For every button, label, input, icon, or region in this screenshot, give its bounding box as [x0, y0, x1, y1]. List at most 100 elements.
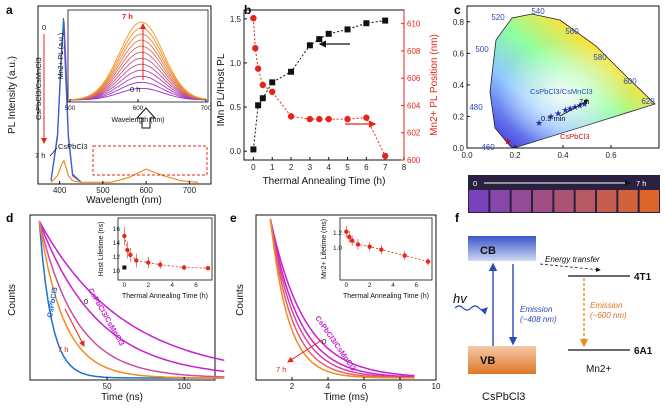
mn-emission-wavelength: (~600 nm): [590, 311, 627, 320]
inset-e-ylabel: Mn2+ Lifetime (ms): [321, 219, 328, 279]
inset-e-xlabel: Thermal Annealing Time (h): [343, 293, 429, 300]
inset-e-marks: 0 2 4 6 1.0 1.2: [333, 225, 431, 289]
inset-a-curve-8: [69, 39, 207, 101]
inset-d-point-4: [146, 260, 151, 265]
e-xtick-label-6: 6: [362, 382, 367, 391]
b-point-ratio-10: [382, 17, 389, 24]
inset-d-point-0: [122, 233, 127, 239]
b-xtick-label-3: 3: [308, 163, 313, 172]
e-decay-4: [269, 218, 415, 379]
panel-label-c: c: [454, 3, 461, 17]
photon-wave-icon: [454, 305, 488, 315]
b-xtick-label-2: 2: [289, 163, 294, 172]
inset-d-ytick-label-12: 12: [113, 254, 121, 261]
b-xtick-label-0: 0: [251, 163, 256, 172]
d-decay-3: [38, 220, 225, 378]
b-point-ratio-4: [288, 68, 295, 75]
cie-label-05min: 0.5 min: [541, 114, 566, 123]
c-ytick-label-0.4: 0.4: [453, 81, 465, 90]
b-xtick-label-7: 7: [383, 163, 388, 172]
inset-d-point-2: [128, 252, 133, 258]
inset-d-xtick-label-2: 2: [146, 282, 150, 289]
panel-e-time-arrow: [287, 339, 323, 363]
xtick-label-500: 500: [96, 186, 110, 195]
inset-e-point-3: [355, 242, 361, 247]
inset-a-curve-3: [69, 69, 207, 101]
c-xtick-label-0.6: 0.6: [605, 151, 617, 160]
mn-label: Mn2+: [586, 364, 611, 375]
b-xtick-label-5: 5: [345, 163, 350, 172]
t1-label: 4T1: [634, 272, 652, 283]
panel-label-a: a: [6, 3, 13, 17]
panel-a-cspbcl3-label: CsPbCl3: [58, 142, 88, 151]
panel-b-xlabel: Thermal Annealing Time (h): [263, 176, 386, 187]
inset-e-point-4: [367, 244, 372, 249]
panel-a-zoom-box: [92, 145, 208, 176]
b-ytick-right-label-608: 608: [407, 47, 421, 56]
c-xtick-label-0.2: 0.2: [509, 151, 521, 160]
panel-d-label-0: 0: [84, 297, 88, 306]
b-point-position-2: [254, 65, 262, 72]
b-xtick-label-4: 4: [326, 163, 331, 172]
b-point-position-11: [381, 152, 389, 160]
mn-emission-label: Emission: [590, 301, 623, 310]
photo-strip: 0 7 h: [468, 175, 660, 213]
d-decay-1: [38, 220, 225, 362]
panel-b-ylabel-right: Mn2+ PL Position (nm): [429, 34, 440, 136]
inset-d-point-1: [125, 247, 130, 253]
panel-b-marks: [250, 14, 389, 160]
inset-d-xtick-label-0: 0: [123, 282, 127, 289]
host-emission-label: Emission: [520, 305, 553, 314]
b-ytick-right-label-600: 600: [407, 156, 421, 165]
inset-a-curve-1: [70, 81, 207, 101]
b-point-ratio-9: [363, 20, 370, 27]
panel-e-xlabel: Time (ms): [324, 392, 369, 403]
panel-a-label-7h: 7 h: [35, 151, 45, 160]
inset-e-xtick-label-0: 0: [345, 282, 349, 289]
panel-d: d 50 100 Time (ns) Counts CsPbCl3 CsPbCl3…: [6, 211, 225, 403]
inset-a-curve-11: [69, 21, 207, 101]
cie-wl-540: 540: [531, 7, 545, 16]
inset-d-xlabel: Thermal Annealing Time (h): [122, 293, 208, 300]
inset-d-point-cspbcl3: [122, 265, 127, 270]
b-point-ratio-0: [250, 146, 257, 153]
panel-b-ylabel-left: IMn PL/IHost PL: [216, 53, 227, 126]
d-decay-2: [38, 220, 225, 373]
b-point-ratio-5: [306, 42, 313, 49]
inset-e-frame: [339, 217, 433, 281]
photo-sample-8: [639, 190, 659, 212]
cie-wl-480: 480: [469, 103, 483, 112]
photo-sample-5: [575, 190, 595, 212]
series-line-2: [50, 159, 199, 183]
panel-c-ticks: 0.0 0.2 0.4 0.6 0.0 0.2 0.4 0.6 0.8: [453, 18, 617, 160]
b-point-position-8: [325, 115, 332, 123]
inset-a-ylabel: Mn2+ PL (a.u.): [58, 33, 65, 79]
xtick-label-400: 400: [53, 186, 67, 195]
inset-a-curve-0: [70, 87, 207, 101]
b-point-ratio-3: [269, 79, 276, 86]
cie-white-overlay: [490, 14, 655, 148]
panel-d-xlabel: Time (ns): [101, 392, 143, 403]
vb-band: [468, 346, 536, 374]
photo-strip-label-0: 0: [473, 179, 477, 188]
panel-e-inset: 0 2 4 6 1.0 1.2 Thermal Annealing Time (h) Mn…: [321, 217, 433, 300]
cie-point-2: ★: [554, 108, 562, 118]
vb-label: VB: [480, 355, 495, 367]
inset-e-ytick-label-1.2: 1.2: [333, 230, 342, 237]
b-ytick-right-label-602: 602: [407, 129, 421, 138]
e-decay-1: [269, 218, 415, 378]
panel-d-time-arrow: [64, 308, 85, 347]
panel-e-xticks: 2 4 6 8 10: [290, 377, 441, 391]
inset-d-ytick-label-10: 10: [113, 268, 121, 275]
b-ytick-left-label-1: 1.0: [230, 59, 242, 68]
inset-a-xtick-label-700: 700: [201, 105, 212, 112]
inset-e-point-2: [349, 238, 355, 243]
plot-frame-a: [37, 5, 212, 185]
c-ytick-label-0.6: 0.6: [453, 49, 465, 58]
d-decay-4: [38, 220, 225, 379]
photo-sample-1: [490, 190, 510, 212]
b-point-position-5: [287, 113, 295, 120]
plot-frame-b: [243, 9, 405, 161]
panel-label-d: d: [6, 211, 13, 225]
